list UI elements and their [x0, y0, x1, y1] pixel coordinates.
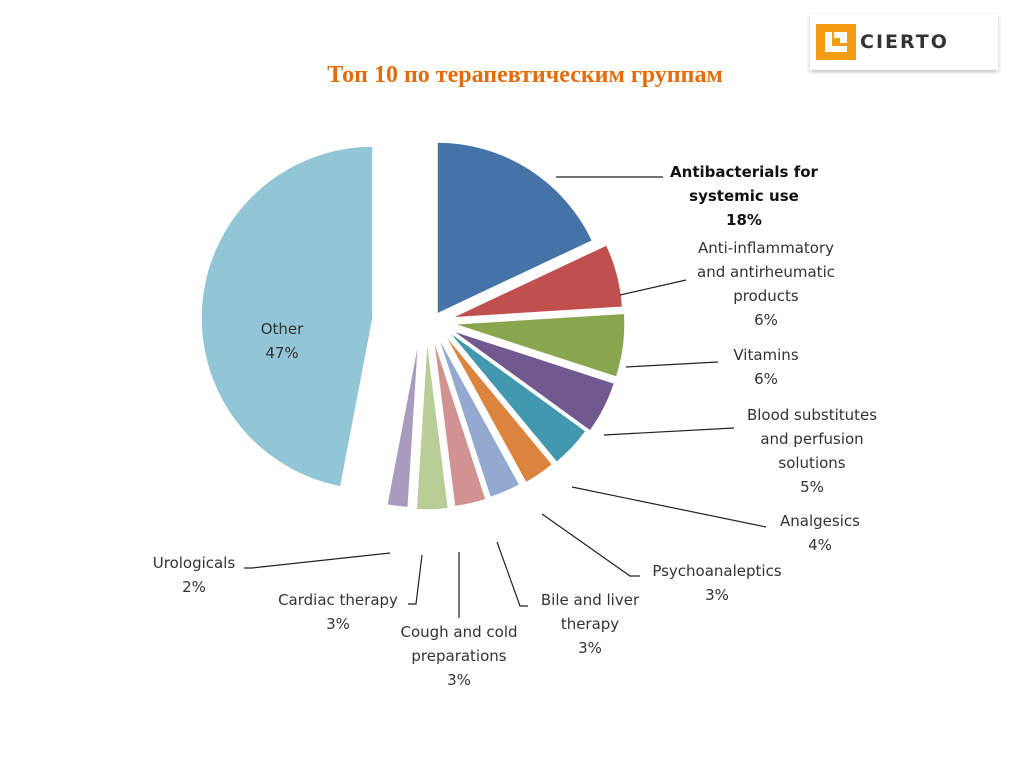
slice-label-line: 5% — [800, 478, 824, 496]
slice-label-line: 3% — [326, 615, 350, 633]
leader-line — [571, 486, 767, 528]
slice-label: Other 47% — [261, 320, 304, 362]
pie-slice — [200, 145, 374, 488]
slice-label: Cardiac therapy 3% — [278, 591, 398, 633]
slice-label-line: 4% — [808, 536, 832, 554]
slice-label-line: 3% — [705, 586, 729, 604]
pie-slice — [385, 335, 420, 509]
slice-label-line: products — [733, 287, 799, 305]
slice-label-line: Bile and liver — [541, 591, 640, 609]
slice-label: Cough and cold preparations 3% — [400, 623, 517, 689]
slice-label-line: solutions — [778, 454, 845, 472]
pie-slice — [452, 312, 626, 379]
slice-label-line: and antirheumatic — [697, 263, 835, 281]
leader-line — [244, 552, 391, 569]
page-title: Топ 10 по терапевтическим группам — [327, 62, 723, 88]
leader-line — [625, 361, 719, 368]
leader-line — [496, 541, 528, 607]
slice-label-line: 6% — [754, 370, 778, 388]
pie-slice — [446, 329, 588, 464]
slice-label-line: 3% — [447, 671, 471, 689]
slice-label-line: Anti-inflammatory — [698, 239, 834, 257]
slice-label-line: 18% — [726, 211, 762, 229]
slice-label-line: Cardiac therapy — [278, 591, 398, 609]
slice-label-line: Psychoanaleptics — [652, 562, 782, 580]
slice-label-line: preparations — [411, 647, 506, 665]
slice-label-line: 2% — [182, 578, 206, 596]
leader-line — [541, 513, 640, 577]
pie-slice — [415, 337, 450, 511]
leader-line — [603, 427, 735, 436]
slice-label: Antibacterials for systemic use 18% — [670, 163, 818, 229]
slice-label: Bile and liver therapy 3% — [541, 591, 640, 657]
slice-label: Blood substitutes and perfusion solutions 5… — [747, 406, 877, 496]
slice-label: Vitamins 6% — [733, 346, 798, 388]
slice-label-line: Antibacterials for — [670, 163, 818, 181]
pie-slice — [432, 335, 488, 508]
slice-label-line: Cough and cold — [400, 623, 517, 641]
pie-slice — [436, 333, 521, 499]
slice-label-line: Urologicals — [153, 554, 236, 572]
slice-label: Analgesics 4% — [780, 512, 860, 554]
pie-slice — [450, 243, 624, 319]
slice-label-line: Analgesics — [780, 512, 860, 530]
slice-label-line: therapy — [561, 615, 619, 633]
logo-text: CIERTO — [860, 31, 949, 53]
slice-label: Psychoanaleptics 3% — [652, 562, 782, 604]
slice-label: Urologicals 2% — [153, 554, 236, 596]
slice-label-line: 47% — [265, 344, 298, 362]
slice-label: Anti-inflammatory and antirheumatic produc… — [697, 239, 835, 329]
pie-slice — [450, 329, 616, 433]
slice-label-line: 3% — [578, 639, 602, 657]
slice-label-line: Blood substitutes — [747, 406, 877, 424]
leader-line — [408, 554, 423, 605]
pie-slice — [442, 331, 554, 484]
slice-label-line: and perfusion — [760, 430, 863, 448]
pie-slice — [436, 141, 594, 316]
slice-label-line: systemic use — [689, 187, 799, 205]
cierto-logo-icon — [816, 24, 856, 60]
slice-label-line: Vitamins — [733, 346, 798, 364]
slice-label-line: 6% — [754, 311, 778, 329]
leader-line — [619, 279, 687, 296]
cierto-logo: CIERTO — [810, 14, 998, 70]
slice-label-line: Other — [261, 320, 304, 338]
